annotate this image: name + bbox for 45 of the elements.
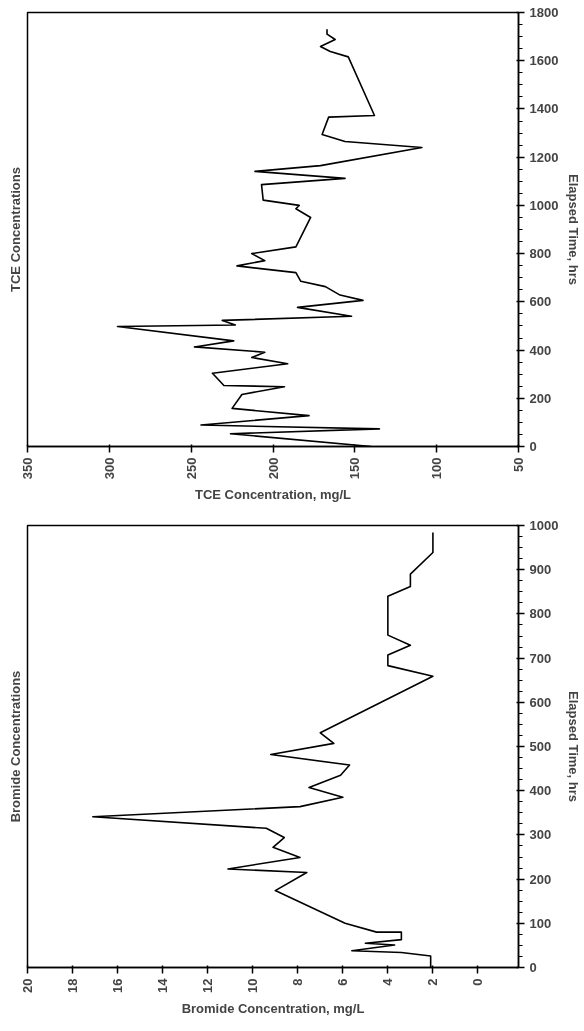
- x-tick-label: 8: [290, 978, 306, 986]
- x-tick-label: 12: [200, 978, 216, 993]
- x-tick-label: 10: [245, 978, 261, 993]
- x-tick-label: 200: [265, 457, 281, 480]
- x-tick-label: 16: [110, 978, 126, 993]
- x-axis-title: Bromide Concentration, mg/L: [181, 1000, 365, 1016]
- x-tick-label: 50: [511, 457, 526, 472]
- y-tick-label: 0: [529, 960, 537, 975]
- y-axis-title: Elapsed Time, hrs: [566, 173, 582, 286]
- y-tick-label: 1200: [529, 149, 559, 165]
- x-axis-title: TCE Concentration, mg/L: [195, 487, 352, 503]
- x-tick-label: 0: [470, 978, 486, 986]
- y-tick-label: 1800: [529, 5, 559, 20]
- y-tick-label: 700: [529, 650, 552, 666]
- y-tick-label: 1600: [529, 53, 559, 69]
- y-tick-label: 900: [529, 562, 552, 578]
- y-tick-label: 100: [529, 915, 552, 931]
- y-tick-label: 800: [529, 606, 552, 622]
- y-tick-label: 500: [529, 739, 552, 754]
- x-tick-label: 100: [429, 457, 445, 480]
- x-tick-label: 14: [155, 977, 171, 993]
- y-axis-title: Elapsed Time, hrs: [566, 690, 582, 803]
- y-tick-label: 1400: [529, 101, 559, 117]
- x-tick-label: 250: [183, 457, 199, 480]
- text: TCE Concentrations: [7, 167, 23, 292]
- text: Bromide Concentrations: [7, 670, 23, 823]
- x-tick-label: 350: [20, 457, 35, 480]
- y-tick-label: 400: [529, 783, 552, 799]
- x-tick-label: 300: [101, 457, 117, 480]
- x-tick-label: 4: [380, 977, 396, 986]
- y-tick-label: 200: [529, 390, 552, 406]
- y-tick-label: 800: [529, 246, 552, 262]
- x-tick-label: 2: [425, 978, 441, 986]
- y-tick-label: 600: [529, 294, 552, 310]
- y-tick-label: 300: [529, 827, 552, 843]
- x-tick-label: 6: [335, 978, 351, 986]
- y-tick-label: 1000: [529, 518, 559, 533]
- x-tick-label: 20: [20, 978, 35, 993]
- y-tick-label: 400: [529, 342, 552, 358]
- y-tick-label: 600: [529, 694, 552, 710]
- y-tick-label: 200: [529, 871, 552, 887]
- y-tick-label: 1000: [529, 197, 559, 213]
- x-tick-label: 150: [347, 457, 363, 480]
- x-tick-label: 18: [65, 978, 81, 993]
- y-tick-label: 0: [529, 439, 537, 454]
